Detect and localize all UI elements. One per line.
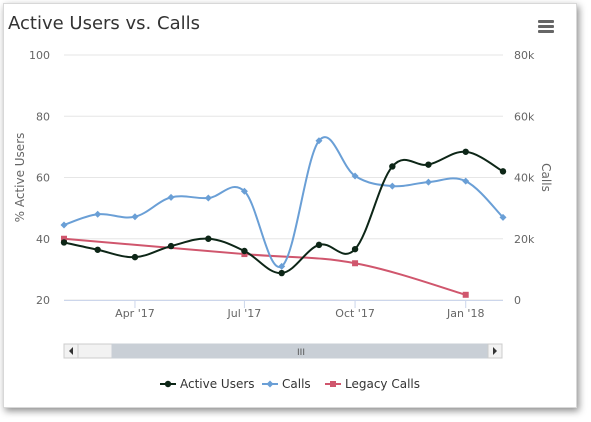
right-y-axis: 0 20k 40k 60k 80k (514, 49, 535, 307)
x-tick-label: Jan '18 (446, 307, 484, 320)
y-right-tick-label: 0 (514, 294, 521, 307)
data-point (131, 213, 139, 221)
data-point (131, 253, 139, 261)
data-point (167, 193, 175, 201)
legend-marker (266, 380, 274, 388)
data-point (60, 221, 68, 229)
y-axis-right-title: Calls (539, 163, 553, 192)
data-point (351, 245, 359, 253)
x-axis: Apr '17 Jul '17 Oct '17 Jan '18 (64, 300, 503, 320)
left-y-axis: 20 40 60 80 100 (29, 49, 50, 307)
data-point (388, 182, 396, 190)
data-point (278, 262, 286, 270)
legend-label: Legacy Calls (345, 377, 420, 391)
series-line (63, 136, 504, 268)
y-axis-left-title: % Active Users (13, 133, 27, 223)
arrow-right-glyph (493, 347, 497, 355)
data-point (389, 163, 396, 170)
y-left-tick-label: 60 (36, 172, 50, 185)
data-point (241, 247, 248, 255)
x-tick-label: Apr '17 (115, 307, 155, 320)
data-point (94, 246, 101, 253)
chart-title: Active Users vs. Calls (8, 13, 200, 34)
y-right-tick-label: 40k (514, 172, 535, 185)
data-point (425, 161, 432, 168)
series-layer (60, 136, 507, 298)
data-point (204, 194, 212, 202)
data-point (167, 242, 175, 250)
arrow-left-glyph (69, 347, 73, 355)
y-left-tick-label: 20 (36, 294, 50, 307)
data-point (462, 177, 470, 185)
legend-label: Calls (282, 377, 311, 391)
data-point (205, 235, 212, 242)
y-right-tick-label: 80k (514, 49, 535, 62)
legend-item-calls[interactable]: Calls (262, 377, 311, 391)
data-point (499, 168, 507, 175)
y-right-tick-label: 60k (514, 110, 535, 123)
data-point (499, 213, 507, 221)
legend-marker (164, 380, 172, 388)
data-point (351, 172, 359, 180)
legend-label: Active Users (180, 377, 255, 391)
series-line (63, 237, 466, 296)
y-left-tick-label: 40 (36, 233, 50, 246)
data-point (94, 210, 102, 218)
x-tick-label: Jul '17 (227, 307, 262, 320)
x-tick-label: Oct '17 (335, 307, 375, 320)
y-left-tick-label: 100 (29, 49, 50, 62)
legend: Active Users Calls Legacy Calls (160, 377, 420, 391)
grip-icon: III (297, 348, 305, 358)
y-right-tick-label: 20k (514, 233, 535, 246)
series-active-users (60, 148, 507, 277)
y-left-tick-label: 80 (36, 110, 50, 123)
navigator-scrollbar[interactable]: III (63, 343, 503, 359)
data-point (240, 187, 248, 195)
series-calls (60, 136, 507, 270)
data-point (462, 291, 469, 298)
data-point (315, 137, 323, 145)
hamburger-menu-icon[interactable] (538, 20, 554, 34)
series-line (63, 150, 504, 275)
legend-item-legacy-calls[interactable]: Legacy Calls (325, 377, 420, 391)
legend-item-active-users[interactable]: Active Users (160, 377, 255, 391)
data-point (424, 178, 432, 186)
legend-marker (330, 381, 336, 387)
data-point (462, 148, 469, 155)
chart-card (3, 3, 577, 408)
data-point (278, 269, 285, 277)
data-point (61, 235, 67, 242)
data-point (315, 241, 323, 249)
data-point (60, 239, 68, 246)
data-point (352, 260, 359, 267)
grid-lines (64, 54, 503, 301)
